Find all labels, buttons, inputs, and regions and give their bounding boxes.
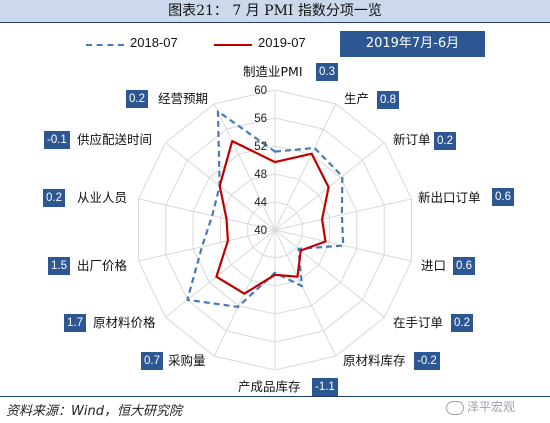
caption-rule	[0, 22, 550, 23]
category-label: 进口	[421, 258, 447, 273]
grid-spoke	[274, 229, 412, 262]
series-line-2018-07	[186, 110, 345, 308]
difference-value-box: 0.2	[126, 90, 148, 108]
difference-value-box: 0.8	[377, 91, 399, 109]
legend-label-2019: 2019-07	[258, 35, 306, 50]
difference-value-box: 0.7	[141, 352, 163, 370]
legend-swatch-2018	[86, 44, 124, 46]
difference-value-box: 1.5	[48, 257, 70, 275]
figure-caption: 图表21： 7 月 PMI 指数分项一览	[0, 0, 550, 22]
difference-value-box: 0.3	[316, 63, 338, 81]
grid-spoke	[213, 103, 276, 231]
category-label: 原材料价格	[93, 315, 156, 330]
category-label: 供应配送时间	[77, 132, 153, 147]
category-label: 经营预期	[158, 91, 209, 106]
tick-label-60: 60	[254, 85, 267, 97]
category-label: 新订单	[393, 132, 431, 147]
radar-series	[186, 110, 345, 308]
difference-value-box: -0.2	[414, 352, 440, 370]
radar-grid	[138, 89, 412, 371]
tick-label-56: 56	[254, 113, 267, 125]
legend-swatch-2019	[214, 44, 252, 46]
watermark-text: 泽平宏观	[467, 400, 516, 414]
grid-spoke	[274, 198, 412, 231]
grid-spoke	[274, 229, 337, 357]
difference-value-box: -0.1	[44, 131, 70, 149]
difference-value-box: 1.7	[64, 314, 86, 332]
category-label: 原材料库存	[343, 353, 406, 368]
difference-value-box: -1.1	[312, 378, 338, 396]
category-label: 在手订单	[393, 315, 444, 330]
source-note: 资料来源：Wind，恒大研究院	[6, 404, 182, 419]
source-rule	[0, 396, 550, 397]
series-line-2019-07	[215, 140, 330, 295]
category-label: 制造业PMI	[243, 64, 303, 79]
difference-value-box: 0.2	[434, 132, 456, 150]
category-label: 出厂价格	[77, 258, 128, 273]
radar-tick-labels: 40 44 48 52 56 60	[254, 85, 267, 237]
grid-spoke	[138, 229, 276, 262]
category-label: 生产	[344, 91, 370, 106]
legend-label-2018: 2018-07	[130, 35, 178, 50]
category-label: 新出口订单	[418, 190, 481, 205]
grid-spoke	[138, 198, 276, 231]
tick-label-48: 48	[254, 169, 267, 181]
grid-spoke	[165, 229, 276, 318]
category-label: 产成品库存	[238, 379, 301, 394]
tick-label-40: 40	[254, 225, 267, 237]
difference-value-box: 0.2	[43, 189, 65, 207]
wechat-icon	[446, 400, 464, 415]
category-label: 从业人员	[77, 190, 128, 205]
grid-spoke	[274, 103, 337, 231]
tick-label-52: 52	[254, 141, 267, 153]
difference-value-box: 0.2	[451, 314, 473, 332]
grid-spoke	[274, 142, 385, 231]
difference-value-box: 0.6	[453, 257, 475, 275]
period-label: 2019年7月-6月	[340, 31, 485, 57]
difference-value-box: 0.6	[492, 188, 514, 206]
grid-spoke	[274, 229, 385, 318]
watermark: 泽平宏观	[446, 398, 515, 415]
category-label: 采购量	[168, 353, 206, 368]
tick-label-44: 44	[254, 197, 267, 209]
